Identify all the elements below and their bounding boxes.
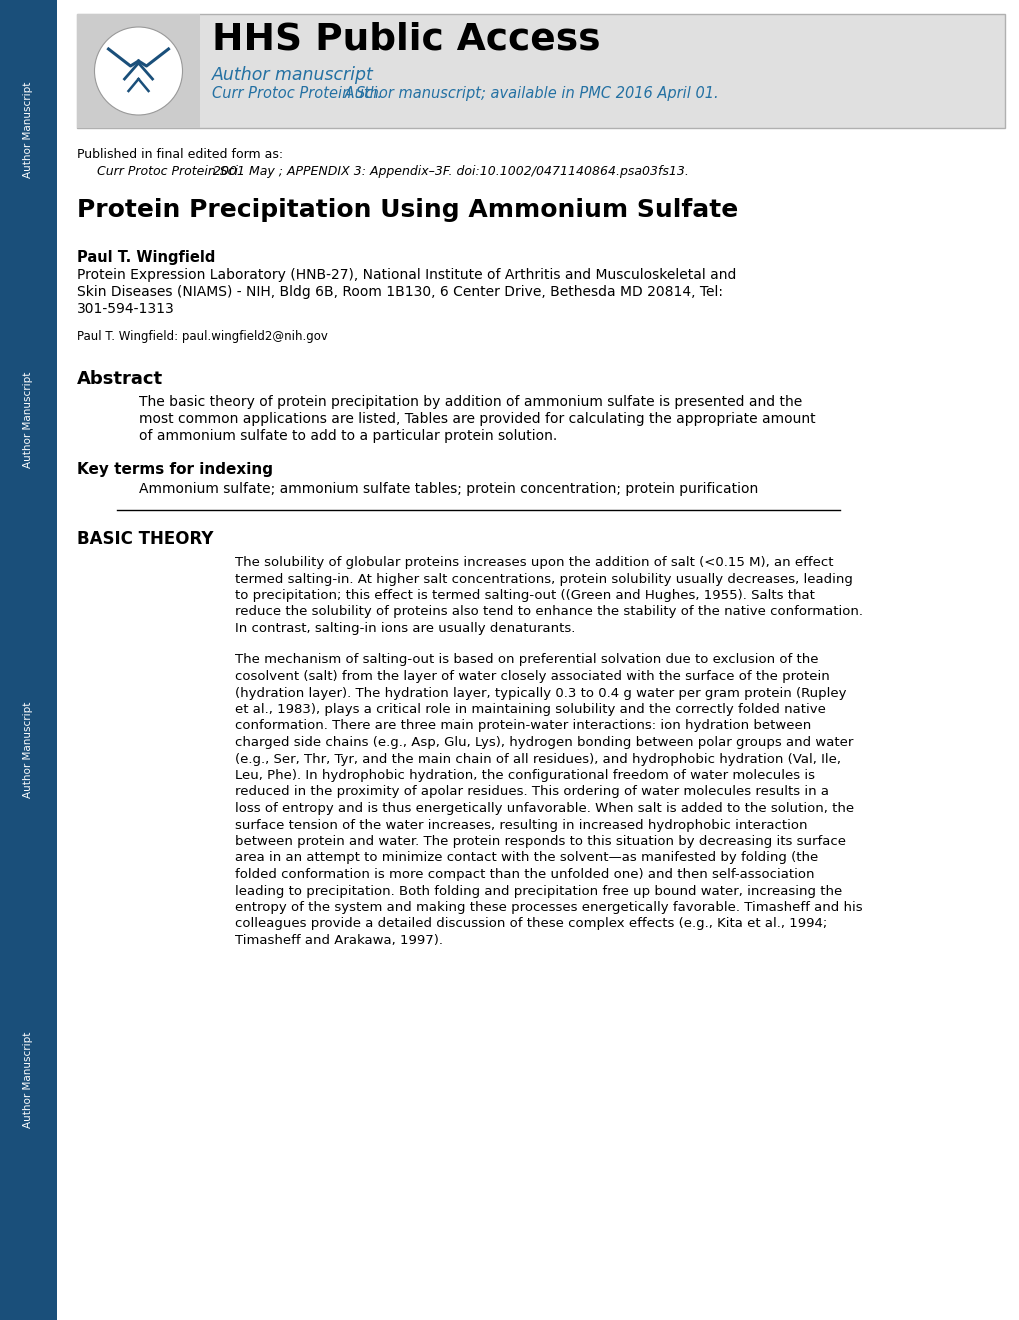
Text: 2001 May ; APPENDIX 3: Appendix–3F. doi:10.1002/0471140864.psa03fs13.: 2001 May ; APPENDIX 3: Appendix–3F. doi:… bbox=[209, 165, 688, 178]
Text: of ammonium sulfate to add to a particular protein solution.: of ammonium sulfate to add to a particul… bbox=[139, 429, 556, 444]
Text: surface tension of the water increases, resulting in increased hydrophobic inter: surface tension of the water increases, … bbox=[234, 818, 807, 832]
Text: (e.g., Ser, Thr, Tyr, and the main chain of all residues), and hydrophobic hydra: (e.g., Ser, Thr, Tyr, and the main chain… bbox=[234, 752, 841, 766]
Text: Abstract: Abstract bbox=[76, 370, 163, 388]
Text: The basic theory of protein precipitation by addition of ammonium sulfate is pre: The basic theory of protein precipitatio… bbox=[139, 395, 802, 409]
Text: Author Manuscript: Author Manuscript bbox=[23, 702, 33, 799]
Text: leading to precipitation. Both folding and precipitation free up bound water, in: leading to precipitation. Both folding a… bbox=[234, 884, 842, 898]
Text: conformation. There are three main protein-water interactions: ion hydration bet: conformation. There are three main prote… bbox=[234, 719, 810, 733]
Text: Ammonium sulfate; ammonium sulfate tables; protein concentration; protein purifi: Ammonium sulfate; ammonium sulfate table… bbox=[139, 482, 757, 496]
Text: reduce the solubility of proteins also tend to enhance the stability of the nati: reduce the solubility of proteins also t… bbox=[234, 606, 862, 619]
Text: most common applications are listed, Tables are provided for calculating the app: most common applications are listed, Tab… bbox=[139, 412, 815, 426]
Text: The solubility of globular proteins increases upon the addition of salt (<0.15 M: The solubility of globular proteins incr… bbox=[234, 556, 833, 569]
Text: HHS Public Access: HHS Public Access bbox=[212, 22, 600, 58]
Text: Paul T. Wingfield: paul.wingfield2@nih.gov: Paul T. Wingfield: paul.wingfield2@nih.g… bbox=[76, 330, 327, 343]
Bar bbox=[76, 15, 1004, 128]
Text: loss of entropy and is thus energetically unfavorable. When salt is added to the: loss of entropy and is thus energeticall… bbox=[234, 803, 853, 814]
Text: et al., 1983), plays a critical role in maintaining solubility and the correctly: et al., 1983), plays a critical role in … bbox=[234, 704, 825, 715]
Text: Author Manuscript: Author Manuscript bbox=[23, 372, 33, 469]
Text: Key terms for indexing: Key terms for indexing bbox=[76, 462, 273, 477]
Text: between protein and water. The protein responds to this situation by decreasing : between protein and water. The protein r… bbox=[234, 836, 845, 847]
Bar bbox=[76, 15, 200, 128]
Text: Paul T. Wingfield: Paul T. Wingfield bbox=[76, 249, 215, 265]
Text: (hydration layer). The hydration layer, typically 0.3 to 0.4 g water per gram pr: (hydration layer). The hydration layer, … bbox=[234, 686, 846, 700]
Text: Author manuscript: Author manuscript bbox=[212, 66, 374, 84]
Text: Author Manuscript: Author Manuscript bbox=[23, 1032, 33, 1129]
Text: Protein Precipitation Using Ammonium Sulfate: Protein Precipitation Using Ammonium Sul… bbox=[76, 198, 738, 222]
Text: Skin Diseases (NIAMS) - NIH, Bldg 6B, Room 1B130, 6 Center Drive, Bethesda MD 20: Skin Diseases (NIAMS) - NIH, Bldg 6B, Ro… bbox=[76, 285, 722, 300]
Text: Author manuscript; available in PMC 2016 April 01.: Author manuscript; available in PMC 2016… bbox=[339, 86, 718, 102]
Text: Leu, Phe). In hydrophobic hydration, the configurational freedom of water molecu: Leu, Phe). In hydrophobic hydration, the… bbox=[234, 770, 814, 781]
Text: Protein Expression Laboratory (HNB-27), National Institute of Arthritis and Musc: Protein Expression Laboratory (HNB-27), … bbox=[76, 268, 736, 282]
Text: cosolvent (salt) from the layer of water closely associated with the surface of : cosolvent (salt) from the layer of water… bbox=[234, 671, 828, 682]
Text: colleagues provide a detailed discussion of these complex effects (e.g., Kita et: colleagues provide a detailed discussion… bbox=[234, 917, 826, 931]
Text: Curr Protoc Protein Sci.: Curr Protoc Protein Sci. bbox=[97, 165, 242, 178]
Text: 301-594-1313: 301-594-1313 bbox=[76, 302, 174, 315]
Text: reduced in the proximity of apolar residues. This ordering of water molecules re: reduced in the proximity of apolar resid… bbox=[234, 785, 828, 799]
Text: Timasheff and Arakawa, 1997).: Timasheff and Arakawa, 1997). bbox=[234, 935, 442, 946]
Text: to precipitation; this effect is termed salting-out ((Green and Hughes, 1955). S: to precipitation; this effect is termed … bbox=[234, 589, 814, 602]
Text: The mechanism of salting-out is based on preferential solvation due to exclusion: The mechanism of salting-out is based on… bbox=[234, 653, 817, 667]
Bar bbox=[0, 0, 57, 1320]
Text: BASIC THEORY: BASIC THEORY bbox=[76, 531, 213, 548]
Text: Author Manuscript: Author Manuscript bbox=[23, 82, 33, 178]
Text: area in an attempt to minimize contact with the solvent—as manifested by folding: area in an attempt to minimize contact w… bbox=[234, 851, 817, 865]
Circle shape bbox=[95, 26, 182, 115]
Text: termed salting-in. At higher salt concentrations, protein solubility usually dec: termed salting-in. At higher salt concen… bbox=[234, 573, 852, 586]
Text: charged side chains (e.g., Asp, Glu, Lys), hydrogen bonding between polar groups: charged side chains (e.g., Asp, Glu, Lys… bbox=[234, 737, 853, 748]
Text: Curr Protoc Protein Sci.: Curr Protoc Protein Sci. bbox=[212, 86, 382, 102]
Text: folded conformation is more compact than the unfolded one) and then self-associa: folded conformation is more compact than… bbox=[234, 869, 814, 880]
Text: Published in final edited form as:: Published in final edited form as: bbox=[76, 148, 283, 161]
Text: In contrast, salting-in ions are usually denaturants.: In contrast, salting-in ions are usually… bbox=[234, 622, 575, 635]
Text: entropy of the system and making these processes energetically favorable. Timash: entropy of the system and making these p… bbox=[234, 902, 862, 913]
